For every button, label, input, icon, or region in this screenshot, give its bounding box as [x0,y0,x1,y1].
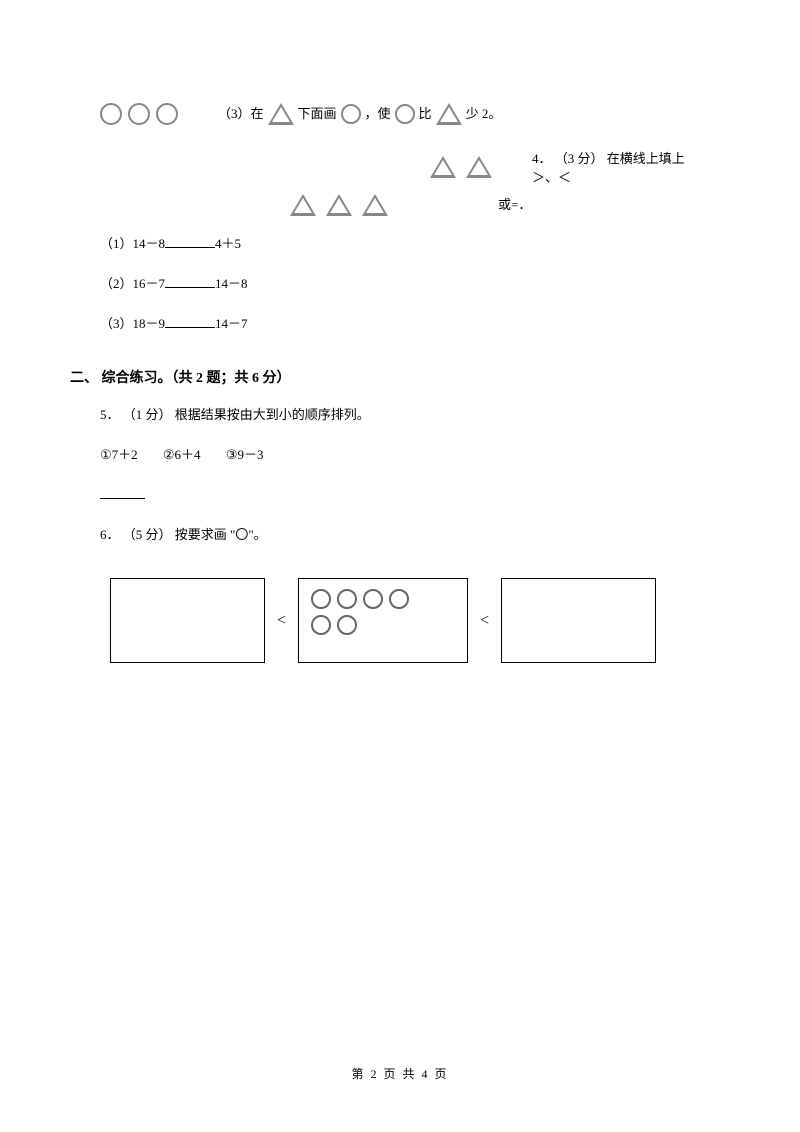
q5-expr2: ②6＋4 [163,447,201,462]
q4-sub2: （2）16－7 14－8 [100,271,700,297]
q6-diagram: < < [110,578,700,663]
q4-sub1-left: （1）14－8 [100,236,165,251]
blank-line [165,274,215,288]
triangle-icon [430,156,456,178]
triangle-row-top: 4． （3 分） 在横线上填上＞、＜ [430,148,700,186]
triangle-row-bottom: 或=． [290,194,700,216]
triangle-icon [326,194,352,216]
blank-line [100,485,145,499]
less-than-sign: < [277,612,286,630]
triangle-icon [466,156,492,178]
q4-number: 4． [532,151,552,166]
circle-icon [128,103,150,125]
q4-points: （3 分） [555,151,604,166]
circle-icon [156,103,178,125]
page-content: （3）在 下面画 ，使 比 少 2。 4． （3 分） 在横线上填上＞、＜ [0,0,800,663]
circle-icon [363,589,383,609]
q4-text: 4． （3 分） 在横线上填上＞、＜ [532,148,700,186]
q5-expr1: ①7＋2 [100,447,138,462]
q4-suffix: 或=． [498,194,531,216]
circle-icon [337,589,357,609]
circle-icon [100,103,122,125]
circle-icon [395,104,415,124]
q5-text: 根据结果按由大到小的顺序排列。 [175,407,370,422]
middle-box [298,578,468,663]
circles-group [100,103,178,125]
q3-mid3: 比 [419,100,432,128]
q6-text: 按要求画 "〇"。 [175,527,267,542]
q4-sub2-left: （2）16－7 [100,276,165,291]
page-footer: 第 2 页 共 4 页 [0,1065,800,1082]
q6-points: （5 分） [123,527,172,542]
question-5: 5． （1 分） 根据结果按由大到小的顺序排列。 [100,402,700,428]
q3-text: （3）在 下面画 ，使 比 少 2。 [218,100,501,128]
circle-icon [311,589,331,609]
circle-row [311,589,455,609]
q3-mid1: 下面画 [298,100,337,128]
circle-icon [311,615,331,635]
circle-icon [341,104,361,124]
blank-line [165,314,215,328]
triangle-icon [268,103,294,125]
empty-box-right [501,578,656,663]
triangle-icon [436,103,462,125]
q5-expressions: ①7＋2 ②6＋4 ③9－3 [100,442,700,468]
circle-icon [337,615,357,635]
q5-answer-blank [100,482,700,508]
circle-row [311,615,455,635]
empty-box-left [110,578,265,663]
q5-expr3: ③9－3 [226,447,264,462]
q4-sub3-right: 14－7 [215,316,248,331]
q4-sub3: （3）18－9 14－7 [100,311,700,337]
q4-sub1-right: 4＋5 [215,236,241,251]
q3-mid2: ，使 [365,100,391,128]
circle-icon [389,589,409,609]
triangles-block: 4． （3 分） 在横线上填上＞、＜ 或=． [100,148,700,216]
q3-label: （3）在 [218,100,264,128]
question-3-row: （3）在 下面画 ，使 比 少 2。 [100,100,700,128]
q5-number: 5． [100,407,120,422]
blank-line [165,234,215,248]
triangle-icon [362,194,388,216]
q6-number: 6． [100,527,120,542]
q4-sub2-right: 14－8 [215,276,248,291]
section-2-header: 二、 综合练习。（共 2 题；共 6 分） [70,367,700,387]
question-6: 6． （5 分） 按要求画 "〇"。 [100,522,700,548]
triangle-icon [290,194,316,216]
q4-sub3-left: （3）18－9 [100,316,165,331]
less-than-sign: < [480,612,489,630]
q4-sub1: （1）14－8 4＋5 [100,231,700,257]
q3-mid4: 少 2。 [466,100,502,128]
q5-points: （1 分） [123,407,172,422]
